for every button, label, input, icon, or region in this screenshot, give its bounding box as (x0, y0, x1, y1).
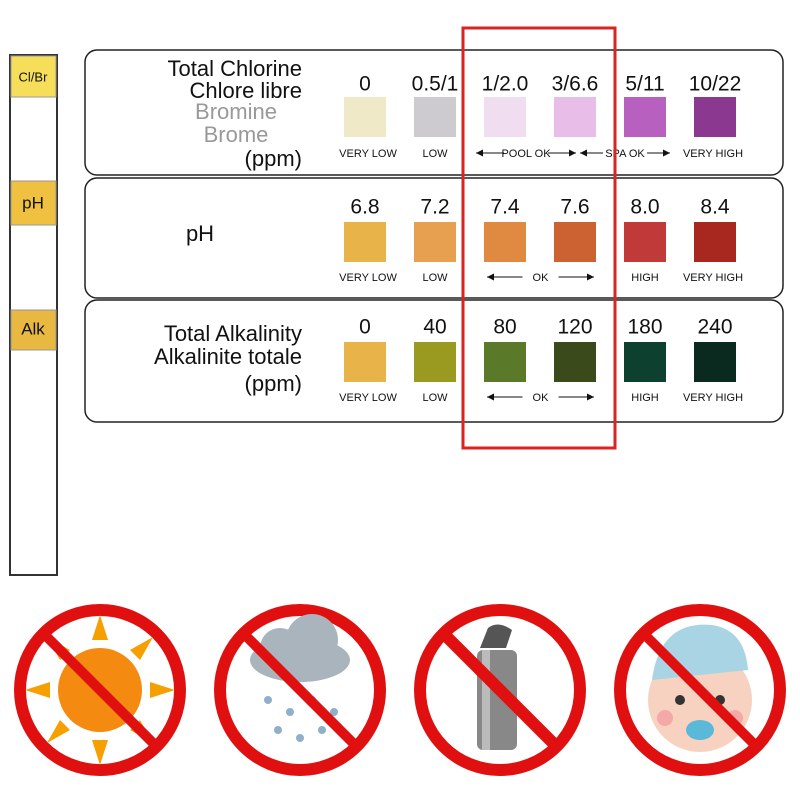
range-note: LOW (422, 148, 448, 160)
color-swatch (414, 342, 456, 382)
arrow-head (569, 149, 576, 157)
color-swatch (554, 222, 596, 262)
range-note: VERY HIGH (683, 392, 743, 404)
row-title: Alkalinite totale (154, 344, 302, 369)
row-subtitle: Bromine (195, 99, 277, 124)
row-title: Total Alkalinity (164, 321, 302, 346)
level-label: 40 (423, 316, 446, 339)
range-note: VERY LOW (339, 148, 397, 160)
level-label: 0.5/1 (412, 73, 459, 96)
range-note: HIGH (631, 392, 659, 404)
color-swatch (624, 97, 666, 137)
level-label: 180 (627, 316, 662, 339)
pad (10, 309, 57, 351)
level-label: 1/2.0 (482, 73, 529, 96)
arrow-head (487, 393, 494, 401)
range-note: OK (533, 392, 550, 404)
color-swatch (414, 97, 456, 137)
no-children-icon (614, 604, 786, 776)
level-label: 3/6.6 (552, 73, 599, 96)
no-rain-icon (214, 604, 386, 776)
range-note: POOL OK (501, 148, 551, 160)
range-note: LOW (422, 392, 448, 404)
range-note: LOW (422, 272, 448, 284)
range-note: SPA OK (605, 148, 645, 160)
highlight-box (461, 26, 617, 450)
no-sun-icon (14, 604, 186, 776)
arrow-head (487, 273, 494, 281)
row-title: Total Chlorine (167, 56, 302, 81)
pad-label: Alk (21, 319, 45, 338)
level-label: 120 (557, 316, 592, 339)
color-swatch (484, 222, 526, 262)
pad (10, 180, 57, 226)
color-swatch (624, 222, 666, 262)
color-swatch (484, 97, 526, 137)
level-label: 0 (359, 316, 371, 339)
arrow-head (663, 149, 670, 157)
arrow-head (580, 149, 587, 157)
level-label: 7.4 (490, 196, 520, 219)
level-label: 6.8 (350, 196, 379, 219)
color-swatch (344, 342, 386, 382)
level-label: 5/11 (625, 73, 664, 96)
test-strip: Cl/Br pH Alk (9, 54, 58, 576)
color-swatch (694, 97, 736, 137)
color-swatch (554, 97, 596, 137)
color-swatch (484, 342, 526, 382)
level-label: 10/22 (689, 73, 742, 96)
row-title: Chlore libre (190, 78, 303, 103)
row-unit: (ppm) (245, 146, 302, 171)
color-swatch (554, 342, 596, 382)
row-title: pH (186, 221, 214, 246)
range-note: VERY HIGH (683, 148, 743, 160)
no-open-bottle-icon (414, 604, 586, 776)
row-unit: (ppm) (245, 371, 302, 396)
level-label: 8.4 (700, 196, 730, 219)
range-note: VERY HIGH (683, 272, 743, 284)
pad (10, 55, 57, 98)
arrow-head (587, 393, 594, 401)
range-note: VERY LOW (339, 392, 397, 404)
level-label: 240 (697, 316, 732, 339)
color-swatch (694, 222, 736, 262)
color-swatch (414, 222, 456, 262)
arrow-head (476, 149, 483, 157)
color-swatch (694, 342, 736, 382)
range-note: VERY LOW (339, 272, 397, 284)
arrow-head (587, 273, 594, 281)
range-note: OK (533, 272, 550, 284)
pad-label: pH (22, 193, 44, 212)
color-swatch (624, 342, 666, 382)
level-label: 7.2 (420, 196, 449, 219)
row-subtitle: Brome (204, 122, 269, 147)
pad-label: Cl/Br (19, 69, 49, 84)
color-swatch (344, 222, 386, 262)
color-swatch (344, 97, 386, 137)
level-label: 8.0 (630, 196, 659, 219)
level-label: 0 (359, 73, 371, 96)
level-label: 80 (493, 316, 516, 339)
range-note: HIGH (631, 272, 659, 284)
level-label: 7.6 (560, 196, 589, 219)
